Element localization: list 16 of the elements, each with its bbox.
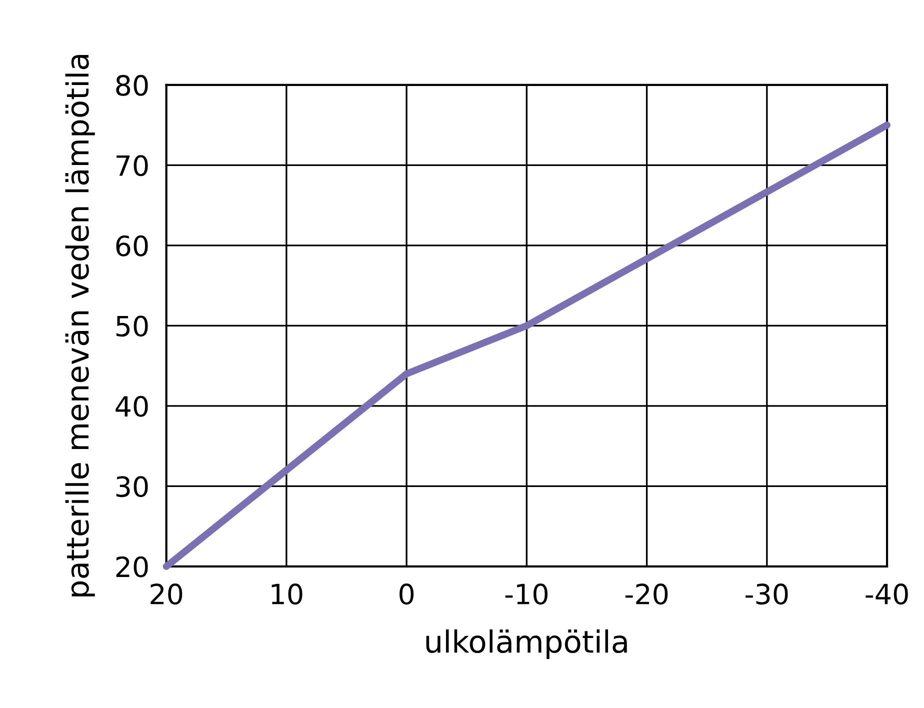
x-tick-label: 20 [150, 584, 182, 605]
y-tick-label: 80 [116, 74, 148, 96]
y-axis-title: patterille menevän veden lämpötila [65, 54, 95, 596]
x-tick-label: -10 [505, 584, 548, 605]
y-tick-label: 30 [116, 476, 148, 498]
y-tick-label: 40 [116, 396, 148, 417]
x-tick-label: -30 [746, 584, 788, 605]
y-tick-label: 70 [116, 155, 148, 176]
y-tick-label: 20 [116, 556, 148, 578]
x-tick-label: -40 [866, 584, 908, 605]
x-axis-title: ulkolämpötila [426, 629, 627, 659]
y-tick-label: 50 [116, 316, 148, 337]
x-tick-label: 10 [272, 584, 302, 605]
x-tick-label: 0 [400, 584, 414, 605]
y-tick-label: 60 [116, 235, 148, 256]
x-tick-label: -20 [625, 584, 668, 605]
